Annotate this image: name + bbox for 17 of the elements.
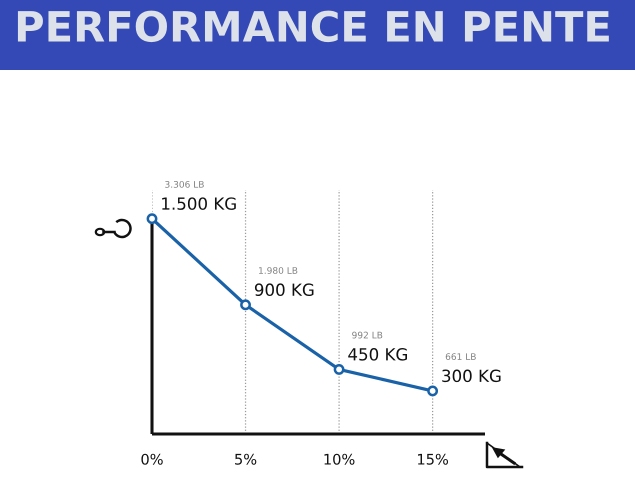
text: 3.306 LB xyxy=(165,180,204,188)
point xyxy=(146,213,158,224)
annotation: 1.980 LB xyxy=(259,267,298,274)
x-tick-label: 5% xyxy=(235,454,256,465)
annotation: 992 LB xyxy=(352,332,382,338)
data-label: 900 KG xyxy=(254,283,314,296)
x-tick-label: 10% xyxy=(324,454,354,465)
x-tick-label: 0% xyxy=(141,454,163,465)
point xyxy=(427,386,438,396)
point xyxy=(334,364,344,375)
data-label: 450 KG xyxy=(348,348,407,361)
chart-title: PERFORMANCE EN PENTE xyxy=(18,10,609,42)
annotation: 661 LB xyxy=(446,353,476,360)
x-tick-label: 15% xyxy=(418,454,448,465)
point xyxy=(240,299,251,310)
data-label: 1.500 KG xyxy=(162,197,236,210)
data-label: 300 KG xyxy=(442,370,501,382)
